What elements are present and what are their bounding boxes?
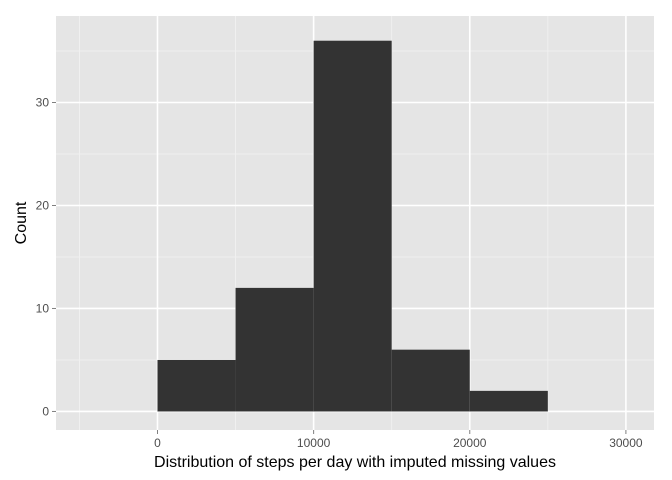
x-tick-label: 10000 [297, 436, 331, 450]
x-tick-label: 30000 [609, 436, 643, 450]
histogram-bar [157, 359, 236, 412]
y-axis-ticks: 0 10 20 30 [36, 96, 56, 418]
bars [157, 40, 548, 412]
histogram-bar [469, 390, 548, 412]
y-tick-label: 20 [36, 198, 50, 212]
x-axis-ticks: 0 10000 20000 30000 [154, 430, 643, 450]
x-tick-label: 0 [154, 436, 161, 450]
histogram-bar [313, 40, 392, 412]
y-tick-label: 30 [36, 96, 50, 110]
y-axis-title: Count [13, 201, 30, 244]
x-axis-title: Distribution of steps per day with imput… [154, 454, 556, 471]
histogram-bar [235, 287, 314, 412]
x-tick-label: 20000 [453, 436, 487, 450]
y-tick-label: 10 [36, 301, 50, 315]
y-tick-label: 0 [42, 404, 49, 418]
histogram-bar [391, 349, 470, 412]
